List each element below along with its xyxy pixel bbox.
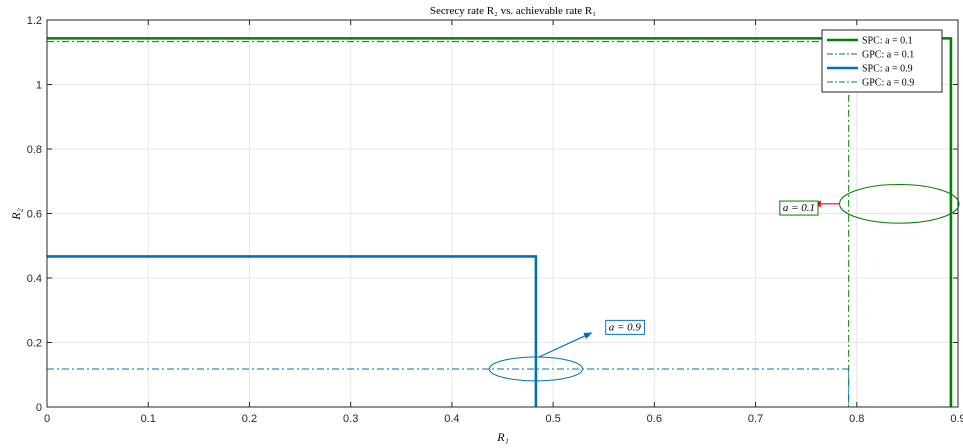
y-tick-label: 1.2 xyxy=(27,15,42,27)
y-tick-label: 1 xyxy=(36,80,42,92)
x-tick-label: 0.1 xyxy=(141,413,156,425)
annotation-label: a = 0.1 xyxy=(783,202,815,214)
series-line-4 xyxy=(47,368,850,407)
x-tick-label: 0.9 xyxy=(950,413,963,425)
x-axis-label: R₁ xyxy=(496,430,509,444)
x-tick-label: 0.6 xyxy=(647,413,662,425)
annotation-label: a = 0.9 xyxy=(609,321,642,333)
y-tick-label: 0.2 xyxy=(27,338,42,350)
y-axis-label: R₂ xyxy=(9,208,23,221)
legend-label-1: SPC: a = 0.1 xyxy=(862,36,913,47)
y-tick-label: 0.6 xyxy=(27,209,42,221)
legend: SPC: a = 0.1 GPC: a = 0.1 SPC: a = 0.9 GPC:… xyxy=(821,29,943,93)
legend-label-3: SPC: a = 0.9 xyxy=(862,64,913,75)
x-tick-label: 0.2 xyxy=(242,413,257,425)
annotation-label-box xyxy=(779,200,819,216)
series-line-2 xyxy=(47,41,850,407)
series-line-3 xyxy=(47,255,538,407)
chart-title: Secrecy rate R₂ vs. achievable rate R₁ xyxy=(430,5,596,17)
x-tick-label: 0.5 xyxy=(545,413,560,425)
tick-labels: 0 0.1 0.2 0.3 0.4 0.5 0.6 0.7 0.8 0.9 0 0.2 0.4 0.6 0.… xyxy=(27,15,963,425)
x-tick-label: 0.4 xyxy=(444,413,459,425)
series-group xyxy=(47,37,953,407)
series-line-1 xyxy=(47,37,953,407)
annotation-ellipse xyxy=(488,356,583,382)
legend-label-4: GPC: a = 0.9 xyxy=(862,78,914,89)
y-tick-label: 0.4 xyxy=(27,273,42,285)
y-tick-label: 0.8 xyxy=(27,144,42,156)
annotation-arrow xyxy=(538,332,593,358)
x-tick-label: 0 xyxy=(44,413,50,425)
x-tick-label: 0.8 xyxy=(849,413,864,425)
annotations-group: a = 0.1 a = 0.9 xyxy=(488,183,960,382)
grid xyxy=(46,19,959,408)
x-tick-label: 0.7 xyxy=(748,413,763,425)
x-tick-label: 0.3 xyxy=(343,413,358,425)
legend-label-2: GPC: a = 0.1 xyxy=(862,50,914,61)
y-tick-label: 0 xyxy=(36,402,42,414)
tick-marks xyxy=(46,19,959,408)
annotation-label-box xyxy=(605,319,645,335)
annotation-ellipse xyxy=(839,183,960,224)
